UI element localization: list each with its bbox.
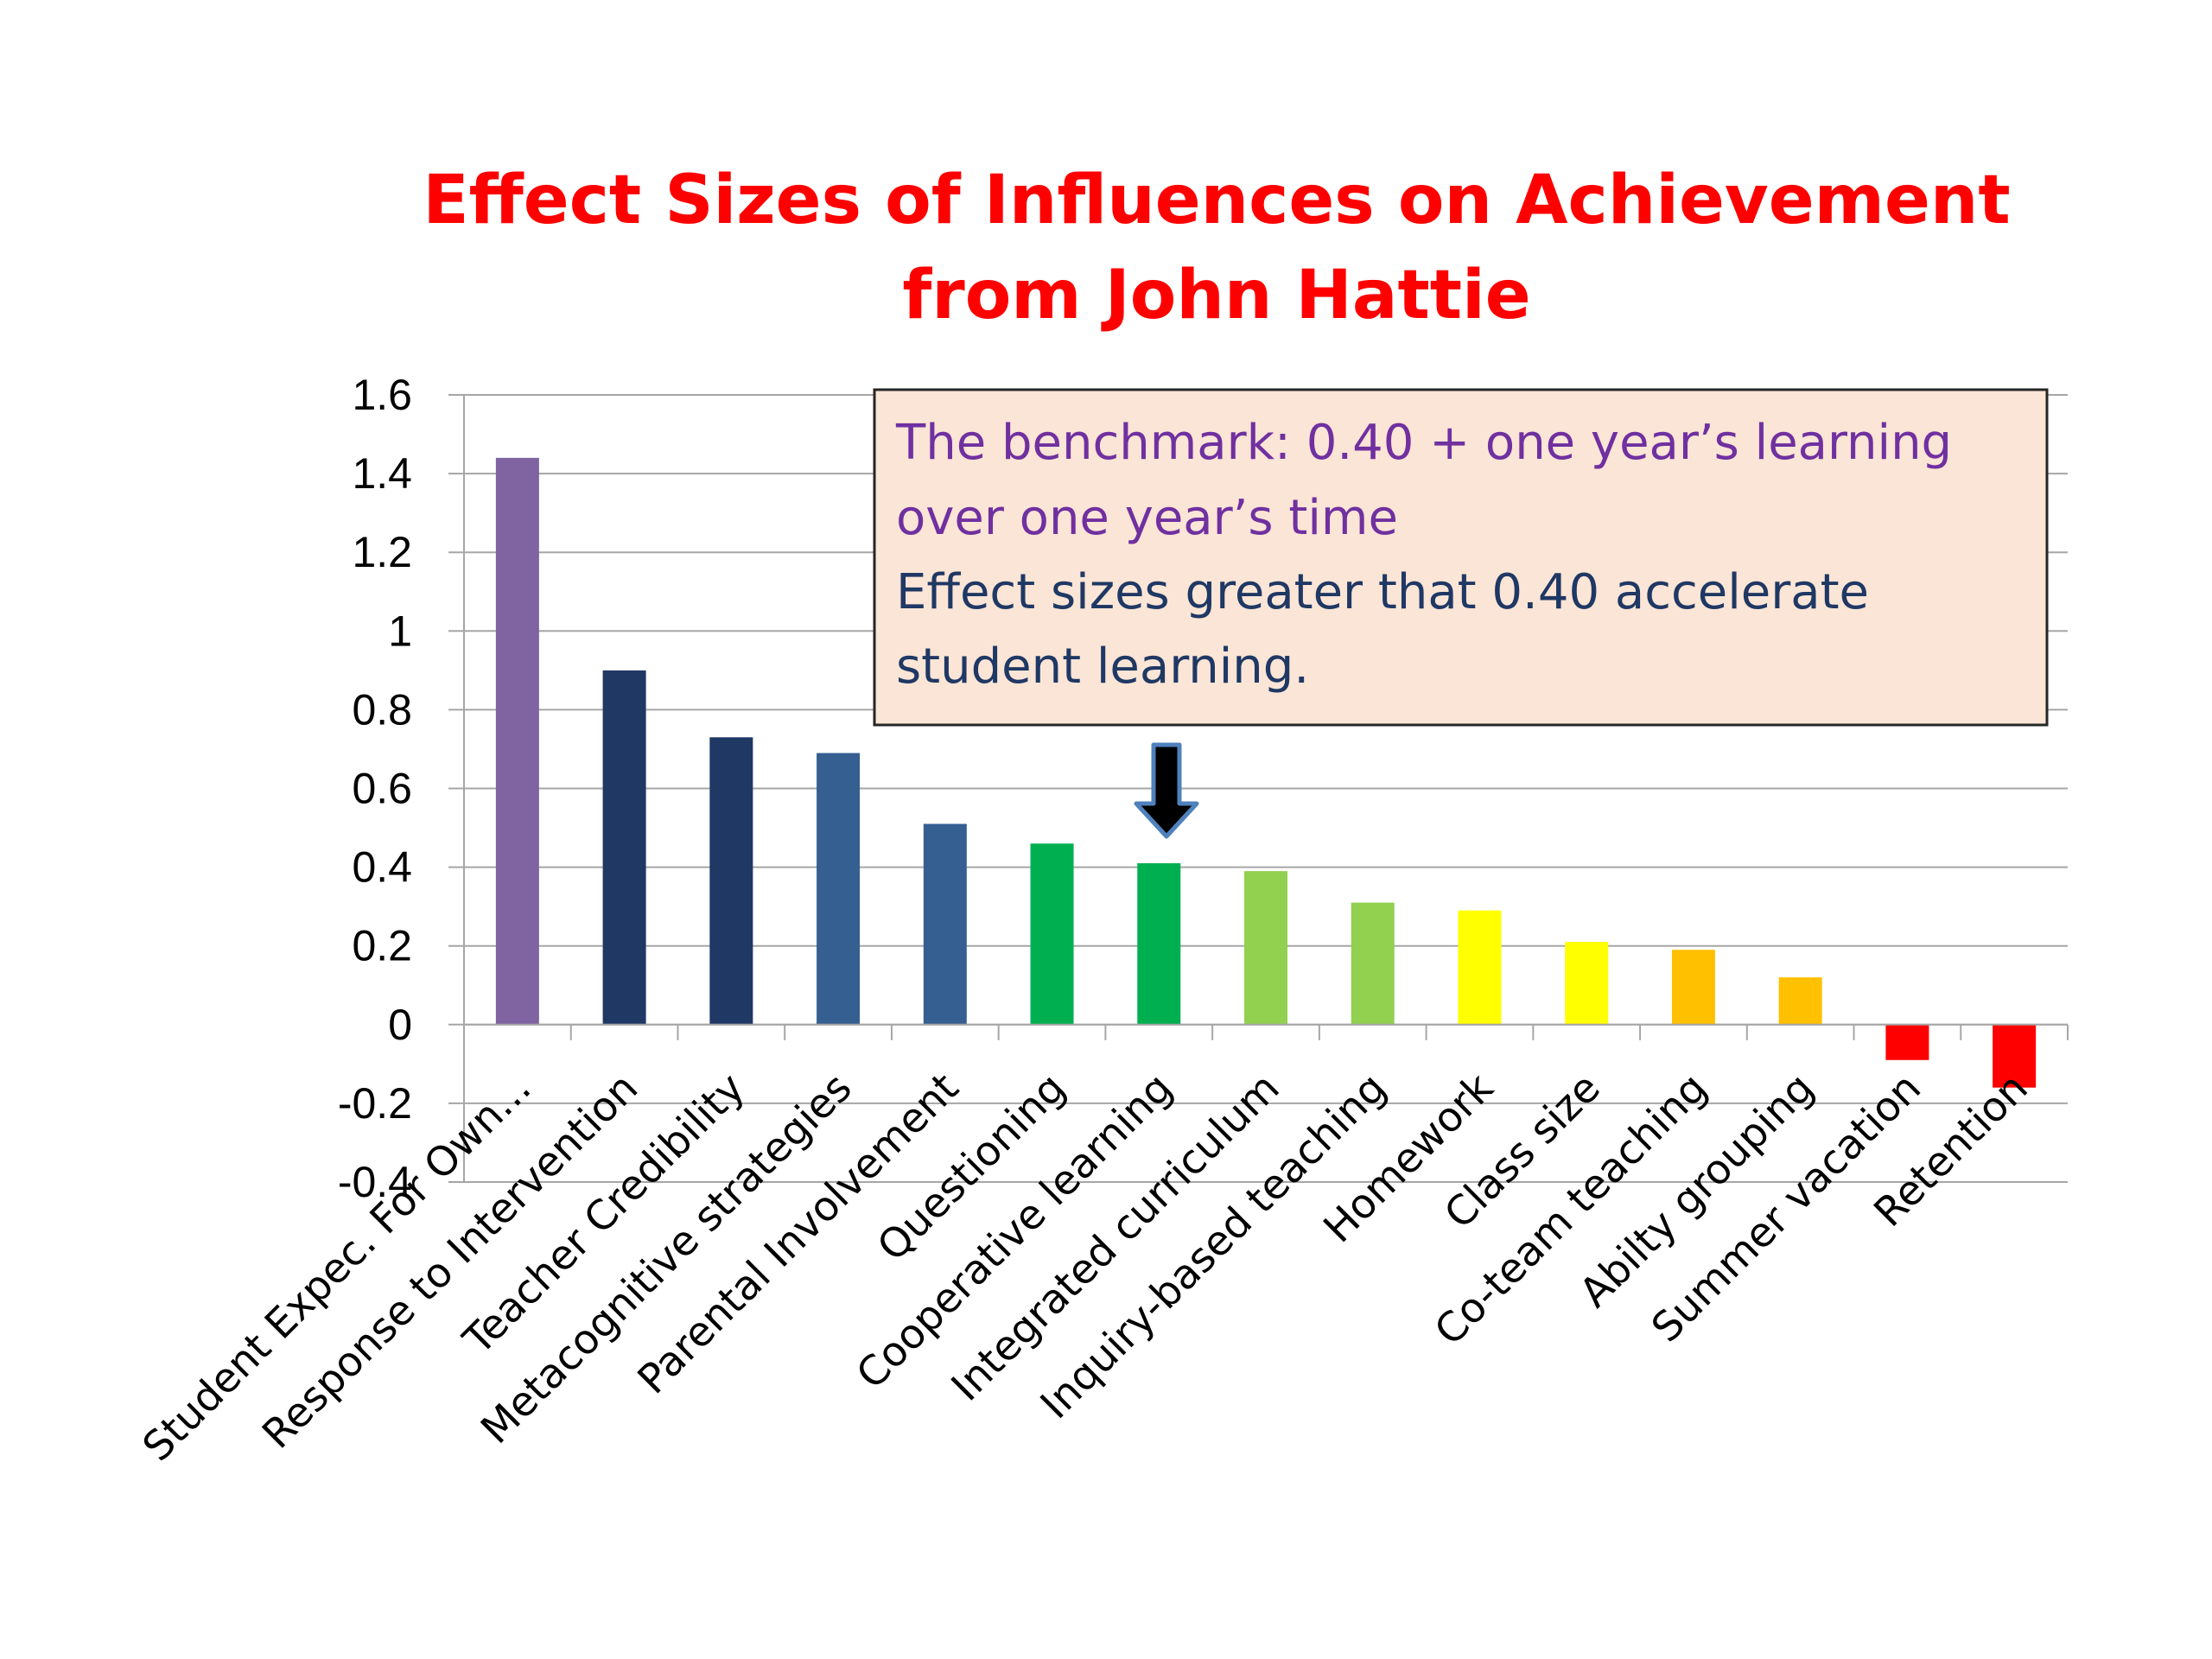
y-tick-label: 0.6 [352, 765, 412, 813]
down-arrow-icon [1134, 742, 1199, 839]
y-tick-label: -0.4 [338, 1158, 412, 1206]
y-tick-label: 0.4 [352, 843, 412, 892]
bar [1778, 977, 1822, 1025]
bar [602, 670, 646, 1025]
y-axis-tick-labels: 1.6 1.4 1.2 1 0.8 0.6 0.4 0.2 0 -0.2 -0.4 [338, 371, 412, 1206]
chart-title: Effect Sizes of Influences on Achievemen… [423, 162, 2010, 239]
bar [1885, 1024, 1929, 1060]
benchmark-note-line-1: The benchmark: 0.40 + one year’s learnin… [895, 415, 1952, 471]
bar [1137, 863, 1181, 1025]
y-tick-label: 1.6 [352, 371, 412, 419]
x-axis-tick-labels: Student Expec. For Own...Response to Int… [134, 1064, 2037, 1471]
bar [1030, 843, 1074, 1025]
benchmark-note: The benchmark: 0.40 + one year’s learnin… [873, 388, 2049, 727]
bar [1993, 1024, 2037, 1088]
benchmark-note-line-4: student learning. [896, 639, 1309, 695]
benchmark-note-line-2: over one year’s time [896, 490, 1398, 546]
y-tick-label: 0.8 [352, 685, 412, 734]
bar [1458, 910, 1502, 1025]
y-tick-label: 0.2 [352, 922, 412, 970]
bar [817, 753, 861, 1025]
chart-subtitle: from John Hattie [902, 257, 1530, 334]
bar [1565, 942, 1609, 1025]
axes [463, 395, 2069, 1182]
y-tick-label: 1 [388, 607, 412, 655]
bar [495, 457, 539, 1025]
y-tick-label: -0.2 [338, 1079, 412, 1128]
y-tick-label: 0 [388, 1001, 412, 1049]
y-tick-label: 1.4 [352, 449, 412, 498]
bar [709, 737, 753, 1025]
benchmark-note-line-3: Effect sizes greater that 0.40 accelerat… [896, 564, 1869, 620]
bar [923, 823, 967, 1025]
bar [1351, 902, 1395, 1025]
benchmark-note-box [873, 388, 2049, 727]
y-tick-label: 1.2 [352, 528, 412, 576]
bars [495, 457, 2037, 1088]
bar [1244, 871, 1287, 1025]
bar [1671, 950, 1715, 1025]
